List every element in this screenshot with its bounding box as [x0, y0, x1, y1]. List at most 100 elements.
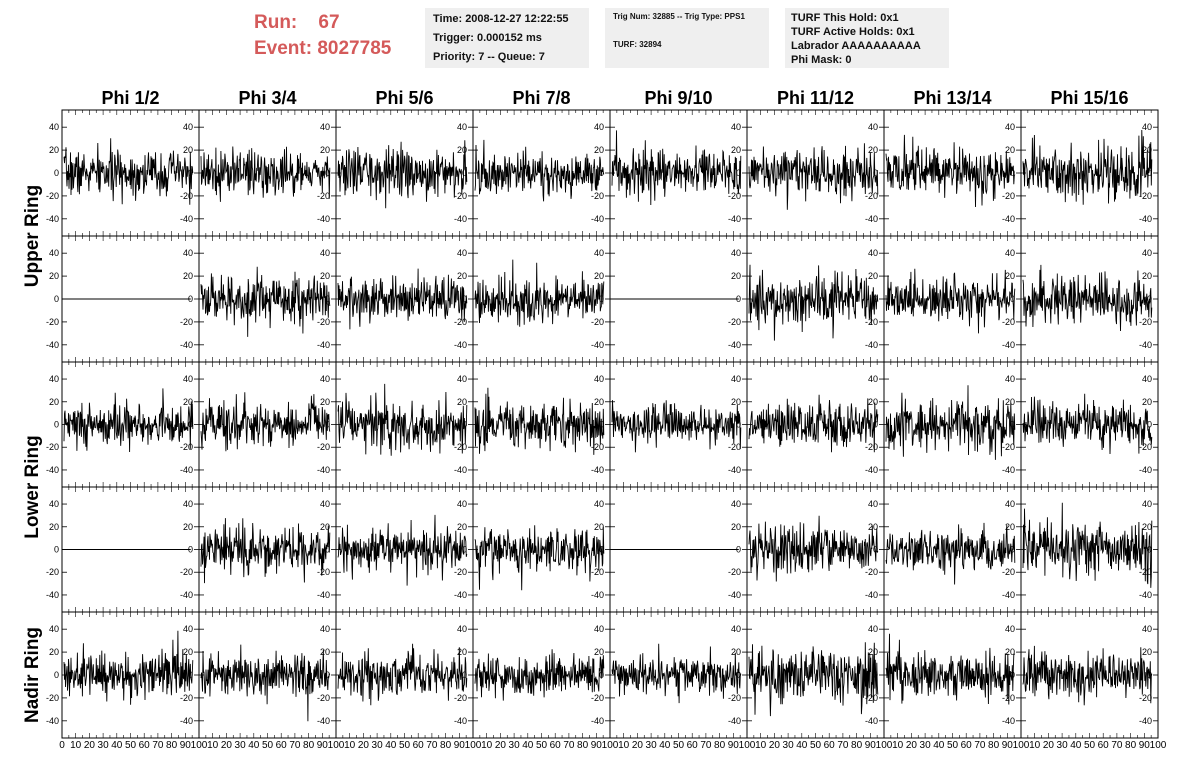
y-tick-label: 0	[325, 670, 330, 680]
y-tick-label: 40	[320, 624, 330, 634]
waveform-trace	[474, 649, 605, 701]
x-tick-label: 30	[372, 740, 384, 751]
y-tick-label: 20	[320, 397, 330, 407]
y-tick-label: 40	[594, 248, 604, 258]
x-tick-label: 60	[276, 740, 288, 751]
waveform-trace	[748, 515, 879, 582]
y-tick-label: 0	[736, 420, 741, 430]
y-tick-label: -40	[865, 340, 878, 350]
x-tick-label: 0	[59, 740, 65, 751]
x-tick-label: 60	[139, 740, 151, 751]
y-tick-label: 0	[462, 168, 467, 178]
y-tick-label: 0	[462, 294, 467, 304]
y-tick-label: -40	[728, 465, 741, 475]
waveform-trace	[1022, 502, 1153, 588]
y-tick-label: 20	[183, 397, 193, 407]
x-tick-label: 50	[673, 740, 685, 751]
y-tick-label: -20	[180, 442, 193, 452]
y-tick-label: 0	[1147, 545, 1152, 555]
y-tick-label: -20	[46, 567, 59, 577]
y-tick-label: -40	[1139, 340, 1152, 350]
y-tick-label: -20	[454, 693, 467, 703]
y-tick-label: -40	[317, 465, 330, 475]
y-tick-label: 0	[54, 168, 59, 178]
y-tick-label: 40	[457, 122, 467, 132]
column-title: Phi 13/14	[913, 88, 991, 108]
y-tick-label: 20	[868, 647, 878, 657]
y-tick-label: 20	[594, 397, 604, 407]
y-tick-label: 20	[457, 397, 467, 407]
y-tick-label: 40	[457, 374, 467, 384]
x-tick-label: 80	[851, 740, 863, 751]
y-tick-label: 40	[1005, 122, 1015, 132]
y-tick-label: -40	[46, 340, 59, 350]
y-tick-label: -20	[1002, 317, 1015, 327]
y-tick-label: 20	[49, 271, 59, 281]
x-tick-label: 90	[1002, 740, 1014, 751]
x-tick-label: 70	[152, 740, 164, 751]
y-tick-label: 20	[49, 145, 59, 155]
waveform-trace	[885, 633, 1016, 705]
y-tick-label: -20	[865, 567, 878, 577]
x-tick-label: 50	[399, 740, 411, 751]
y-tick-label: -20	[317, 191, 330, 201]
y-tick-label: -20	[591, 567, 604, 577]
y-tick-label: -20	[728, 317, 741, 327]
y-tick-label: 40	[1005, 499, 1015, 509]
x-tick-label: 80	[440, 740, 452, 751]
x-tick-label: 20	[221, 740, 233, 751]
x-tick-label: 80	[166, 740, 178, 751]
y-tick-label: 0	[325, 168, 330, 178]
x-tick-label: 90	[1139, 740, 1151, 751]
y-tick-label: -20	[46, 442, 59, 452]
y-tick-label: 40	[731, 248, 741, 258]
waveform-trace	[200, 146, 331, 202]
y-tick-label: 40	[731, 122, 741, 132]
y-tick-label: -40	[1139, 716, 1152, 726]
x-tick-label: 30	[1057, 740, 1069, 751]
y-tick-label: 20	[594, 522, 604, 532]
y-tick-label: 40	[731, 499, 741, 509]
time-info-box: Time: 2008-12-27 12:22:55 Trigger: 0.000…	[425, 8, 589, 68]
y-tick-label: -40	[865, 465, 878, 475]
x-tick-label: 90	[454, 740, 466, 751]
y-tick-label: 20	[731, 647, 741, 657]
y-tick-label: 20	[457, 522, 467, 532]
x-tick-label: 100	[602, 740, 619, 751]
ring-label: Upper Ring	[22, 185, 43, 287]
x-tick-label: 20	[906, 740, 918, 751]
y-tick-label: 40	[320, 499, 330, 509]
y-tick-label: -20	[317, 567, 330, 577]
turf-this-hold-text: TURF This Hold: 0x1	[791, 12, 899, 24]
y-tick-label: 40	[457, 624, 467, 634]
waveform-trace	[474, 387, 605, 455]
y-tick-label: 20	[183, 522, 193, 532]
y-tick-label: 20	[320, 522, 330, 532]
y-tick-label: 20	[49, 397, 59, 407]
y-tick-label: -20	[46, 191, 59, 201]
y-tick-label: -20	[46, 693, 59, 703]
y-tick-label: -40	[865, 716, 878, 726]
y-tick-label: -40	[317, 214, 330, 224]
y-tick-label: -40	[317, 716, 330, 726]
y-tick-label: -20	[454, 567, 467, 577]
waveform-trace	[748, 264, 879, 341]
waveform-trace	[1022, 645, 1153, 706]
event-label: Event:	[254, 38, 313, 59]
y-tick-label: 20	[320, 271, 330, 281]
x-tick-label: 40	[659, 740, 671, 751]
run-value: 67	[318, 12, 340, 33]
y-tick-label: -20	[1002, 442, 1015, 452]
x-tick-label: 10	[892, 740, 904, 751]
y-tick-label: -40	[591, 465, 604, 475]
x-tick-label: 10	[207, 740, 219, 751]
waveform-trace	[200, 518, 331, 584]
y-tick-label: 0	[54, 670, 59, 680]
y-tick-label: 40	[868, 624, 878, 634]
column-title: Phi 5/6	[375, 88, 433, 108]
y-tick-label: -40	[180, 214, 193, 224]
run-row: Run: 67	[254, 10, 391, 36]
trig-num-text: Trig Num: 32885 -- Trig Type: PPS1	[613, 12, 745, 21]
x-tick-label: 80	[577, 740, 589, 751]
y-tick-label: -40	[1002, 465, 1015, 475]
